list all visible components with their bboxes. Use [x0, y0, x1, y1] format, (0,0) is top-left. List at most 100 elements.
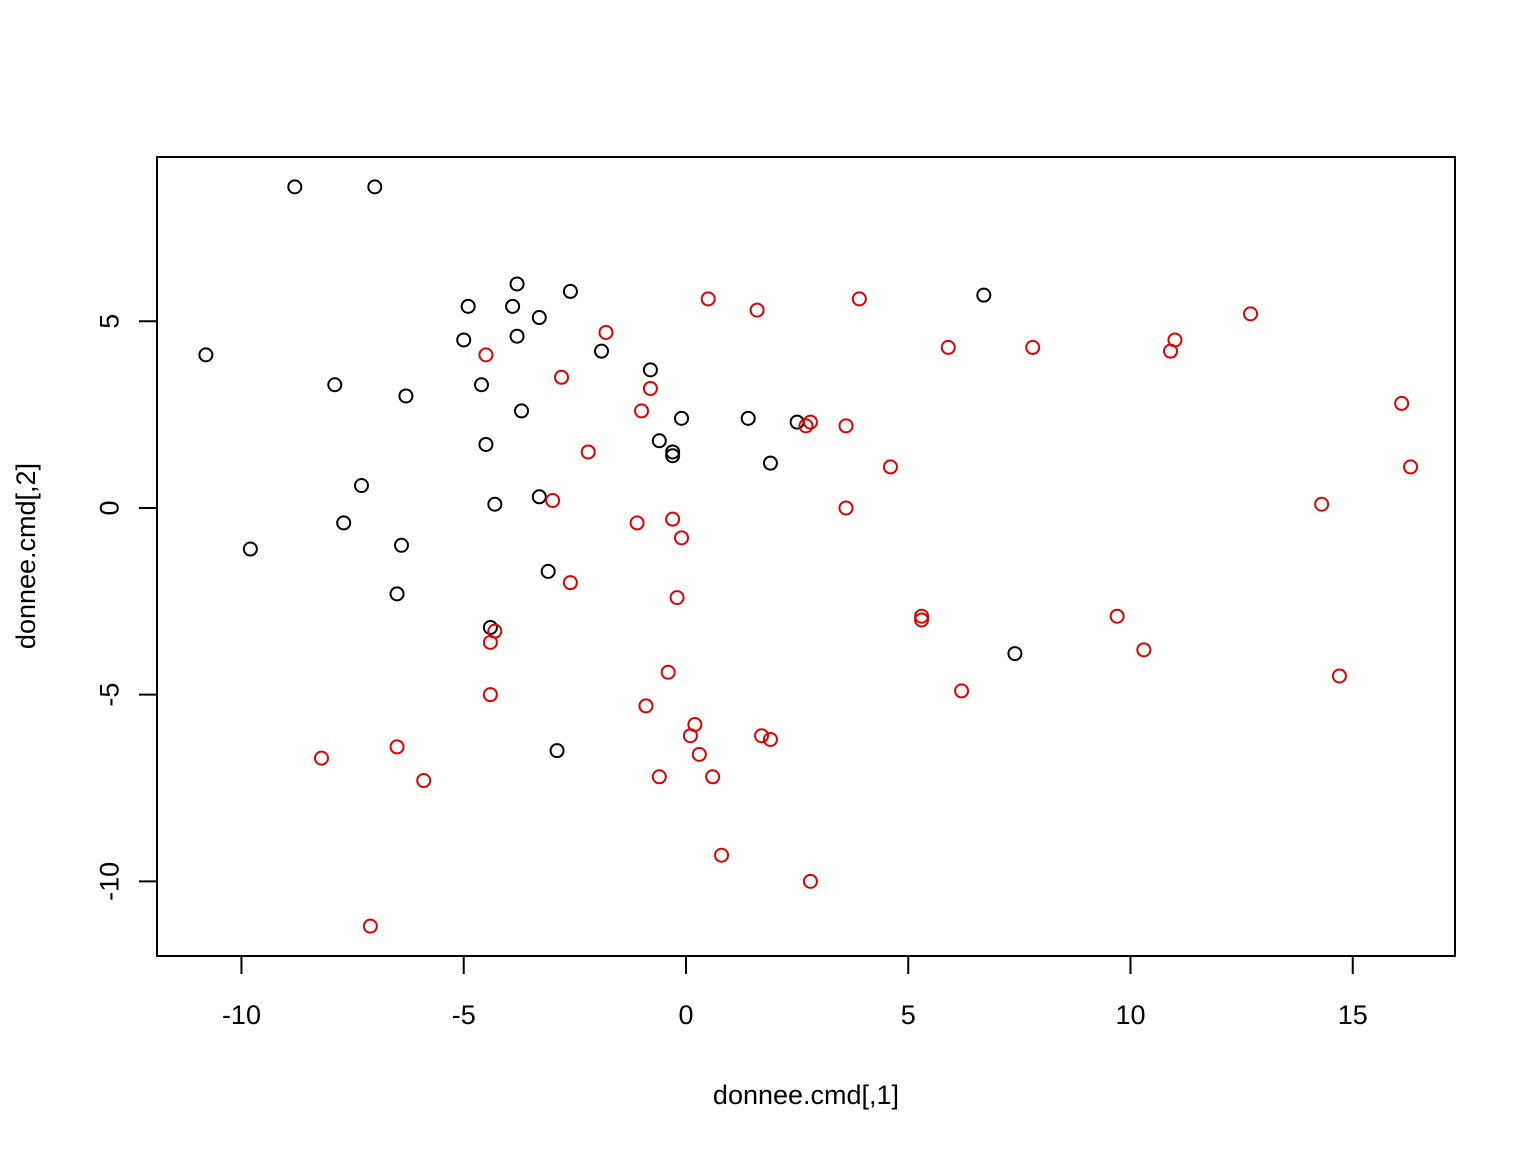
data-point [749, 302, 765, 318]
data-point [669, 590, 685, 606]
data-point [362, 918, 378, 934]
data-point [509, 276, 525, 292]
data-point [802, 414, 818, 430]
data-point [1314, 496, 1330, 512]
data-point [287, 179, 303, 195]
x-tick-label: 0 [678, 1000, 693, 1030]
data-point [242, 541, 258, 557]
data-point [660, 664, 676, 680]
data-point [762, 731, 778, 747]
data-point [700, 291, 716, 307]
data-point [798, 418, 814, 434]
data-point [674, 410, 690, 426]
y-axis-title: donnee.cmd[,2] [11, 463, 41, 649]
x-ticks: -10 -5 0 5 10 15 [222, 956, 1368, 1030]
series-2 [313, 291, 1419, 934]
data-point [705, 769, 721, 785]
data-point [682, 728, 698, 744]
data-point [1136, 642, 1152, 658]
y-ticks: -10 -5 0 5 [94, 314, 157, 901]
data-point [456, 332, 472, 348]
data-point [762, 455, 778, 471]
data-point [1243, 306, 1259, 322]
y-tick-label: -5 [94, 683, 124, 707]
data-point [1403, 459, 1419, 475]
data-point [634, 403, 650, 419]
data-point [389, 586, 405, 602]
data-point [389, 739, 405, 755]
data-point [882, 459, 898, 475]
data-point [1163, 343, 1179, 359]
data-point [562, 575, 578, 591]
data-point [531, 310, 547, 326]
x-tick-label: 5 [901, 1000, 916, 1030]
x-tick-label: -10 [222, 1000, 261, 1030]
data-point [1007, 646, 1023, 662]
data-point [393, 537, 409, 553]
data-point [554, 369, 570, 385]
data-point [336, 515, 352, 531]
data-point [509, 328, 525, 344]
data-point [482, 634, 498, 650]
data-point [198, 347, 214, 363]
data-point [398, 388, 414, 404]
data-point [353, 478, 369, 494]
x-tick-label: 10 [1115, 1000, 1145, 1030]
data-points [198, 179, 1419, 934]
data-point [802, 873, 818, 889]
data-point [940, 339, 956, 355]
data-point [594, 343, 610, 359]
data-point [914, 612, 930, 628]
data-point [367, 179, 383, 195]
data-point [540, 563, 556, 579]
data-point [1109, 608, 1125, 624]
data-point [665, 511, 681, 527]
data-point [474, 377, 489, 393]
x-tick-label: 15 [1338, 1000, 1368, 1030]
data-point [1025, 339, 1041, 355]
data-point [327, 377, 343, 393]
data-point [580, 444, 596, 460]
data-point [478, 347, 494, 363]
y-tick-label: 0 [94, 500, 124, 515]
x-tick-label: -5 [452, 1000, 476, 1030]
data-point [851, 291, 867, 307]
data-point [549, 743, 565, 759]
data-point [487, 496, 503, 512]
data-point [651, 769, 667, 785]
data-point [478, 436, 494, 452]
data-point [545, 492, 561, 508]
data-point [665, 448, 681, 464]
data-point [562, 283, 578, 299]
data-point [1394, 395, 1410, 411]
data-point [460, 298, 476, 314]
data-point [313, 750, 329, 766]
y-tick-label: 5 [94, 314, 124, 329]
data-point [1331, 668, 1347, 684]
data-point [416, 773, 432, 789]
x-axis-title: donnee.cmd[,1] [713, 1080, 899, 1110]
data-point [482, 687, 498, 703]
data-point [642, 380, 658, 396]
y-tick-label: -10 [94, 862, 124, 901]
data-point [505, 298, 521, 314]
data-point [838, 418, 854, 434]
series-1 [198, 179, 1023, 759]
plot-frame [156, 156, 1456, 957]
data-point [754, 728, 770, 744]
data-point [651, 433, 667, 449]
data-point [674, 530, 690, 546]
data-point [642, 362, 658, 378]
data-point [740, 410, 756, 426]
data-point [482, 619, 498, 635]
data-point [638, 698, 654, 714]
data-point [629, 515, 645, 531]
data-point [531, 489, 547, 505]
data-point [976, 287, 992, 303]
data-point [954, 683, 970, 699]
data-point [598, 324, 614, 340]
data-point [838, 500, 854, 516]
data-point [714, 847, 730, 863]
